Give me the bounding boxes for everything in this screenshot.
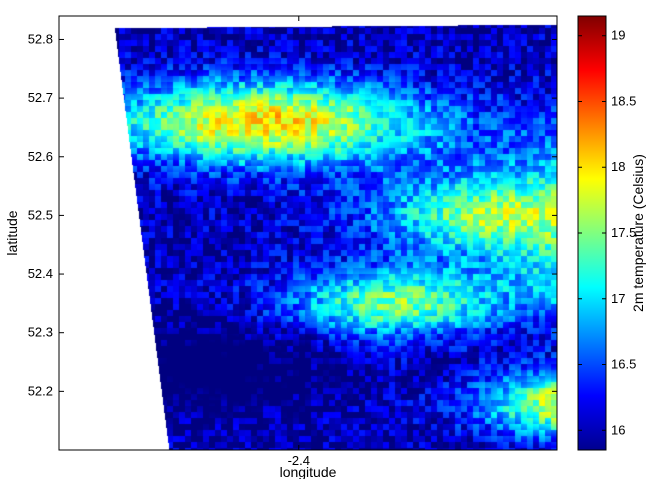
- colorbar-tick-label: 16: [611, 422, 625, 437]
- y-tick-label: 52.4: [28, 266, 53, 281]
- y-tick-label: 52.8: [28, 31, 53, 46]
- colorbar-ticks: 16 16.5 17 17.5 18 18.5 19: [578, 28, 636, 437]
- colorbar-tick-label: 17.5: [611, 225, 636, 240]
- colorbar-tick-label: 17: [611, 291, 625, 306]
- temperature-field-image: [59, 16, 557, 450]
- x-axis-ticks: -2.4-2.2-2-1.8-1.6-1.4: [288, 16, 310, 468]
- y-tick-label: 52.7: [28, 90, 53, 105]
- temperature-field: [59, 16, 557, 450]
- colorbar-label: 2m temperature (Celsius): [630, 154, 646, 312]
- y-tick-label: 52.5: [28, 207, 53, 222]
- colorbar: [577, 15, 607, 451]
- colorbar-tick-label: 16.5: [611, 357, 636, 372]
- y-tick-label: 52.2: [28, 383, 53, 398]
- x-axis-label: longitude: [280, 464, 337, 479]
- y-axis-label: latitude: [4, 210, 20, 255]
- plot-frame: [58, 15, 558, 451]
- y-axis-ticks: 52.2 52.3 52.4 52.5 52.6 52.7 52.8: [28, 31, 557, 398]
- colorbar-tick-label: 19: [611, 28, 625, 43]
- x-tick-label: -2.4: [288, 453, 310, 468]
- y-tick-label: 52.3: [28, 325, 53, 340]
- y-tick-label: 52.6: [28, 149, 53, 164]
- colorbar-tick-label: 18: [611, 159, 625, 174]
- colorbar-tick-label: 18.5: [611, 93, 636, 108]
